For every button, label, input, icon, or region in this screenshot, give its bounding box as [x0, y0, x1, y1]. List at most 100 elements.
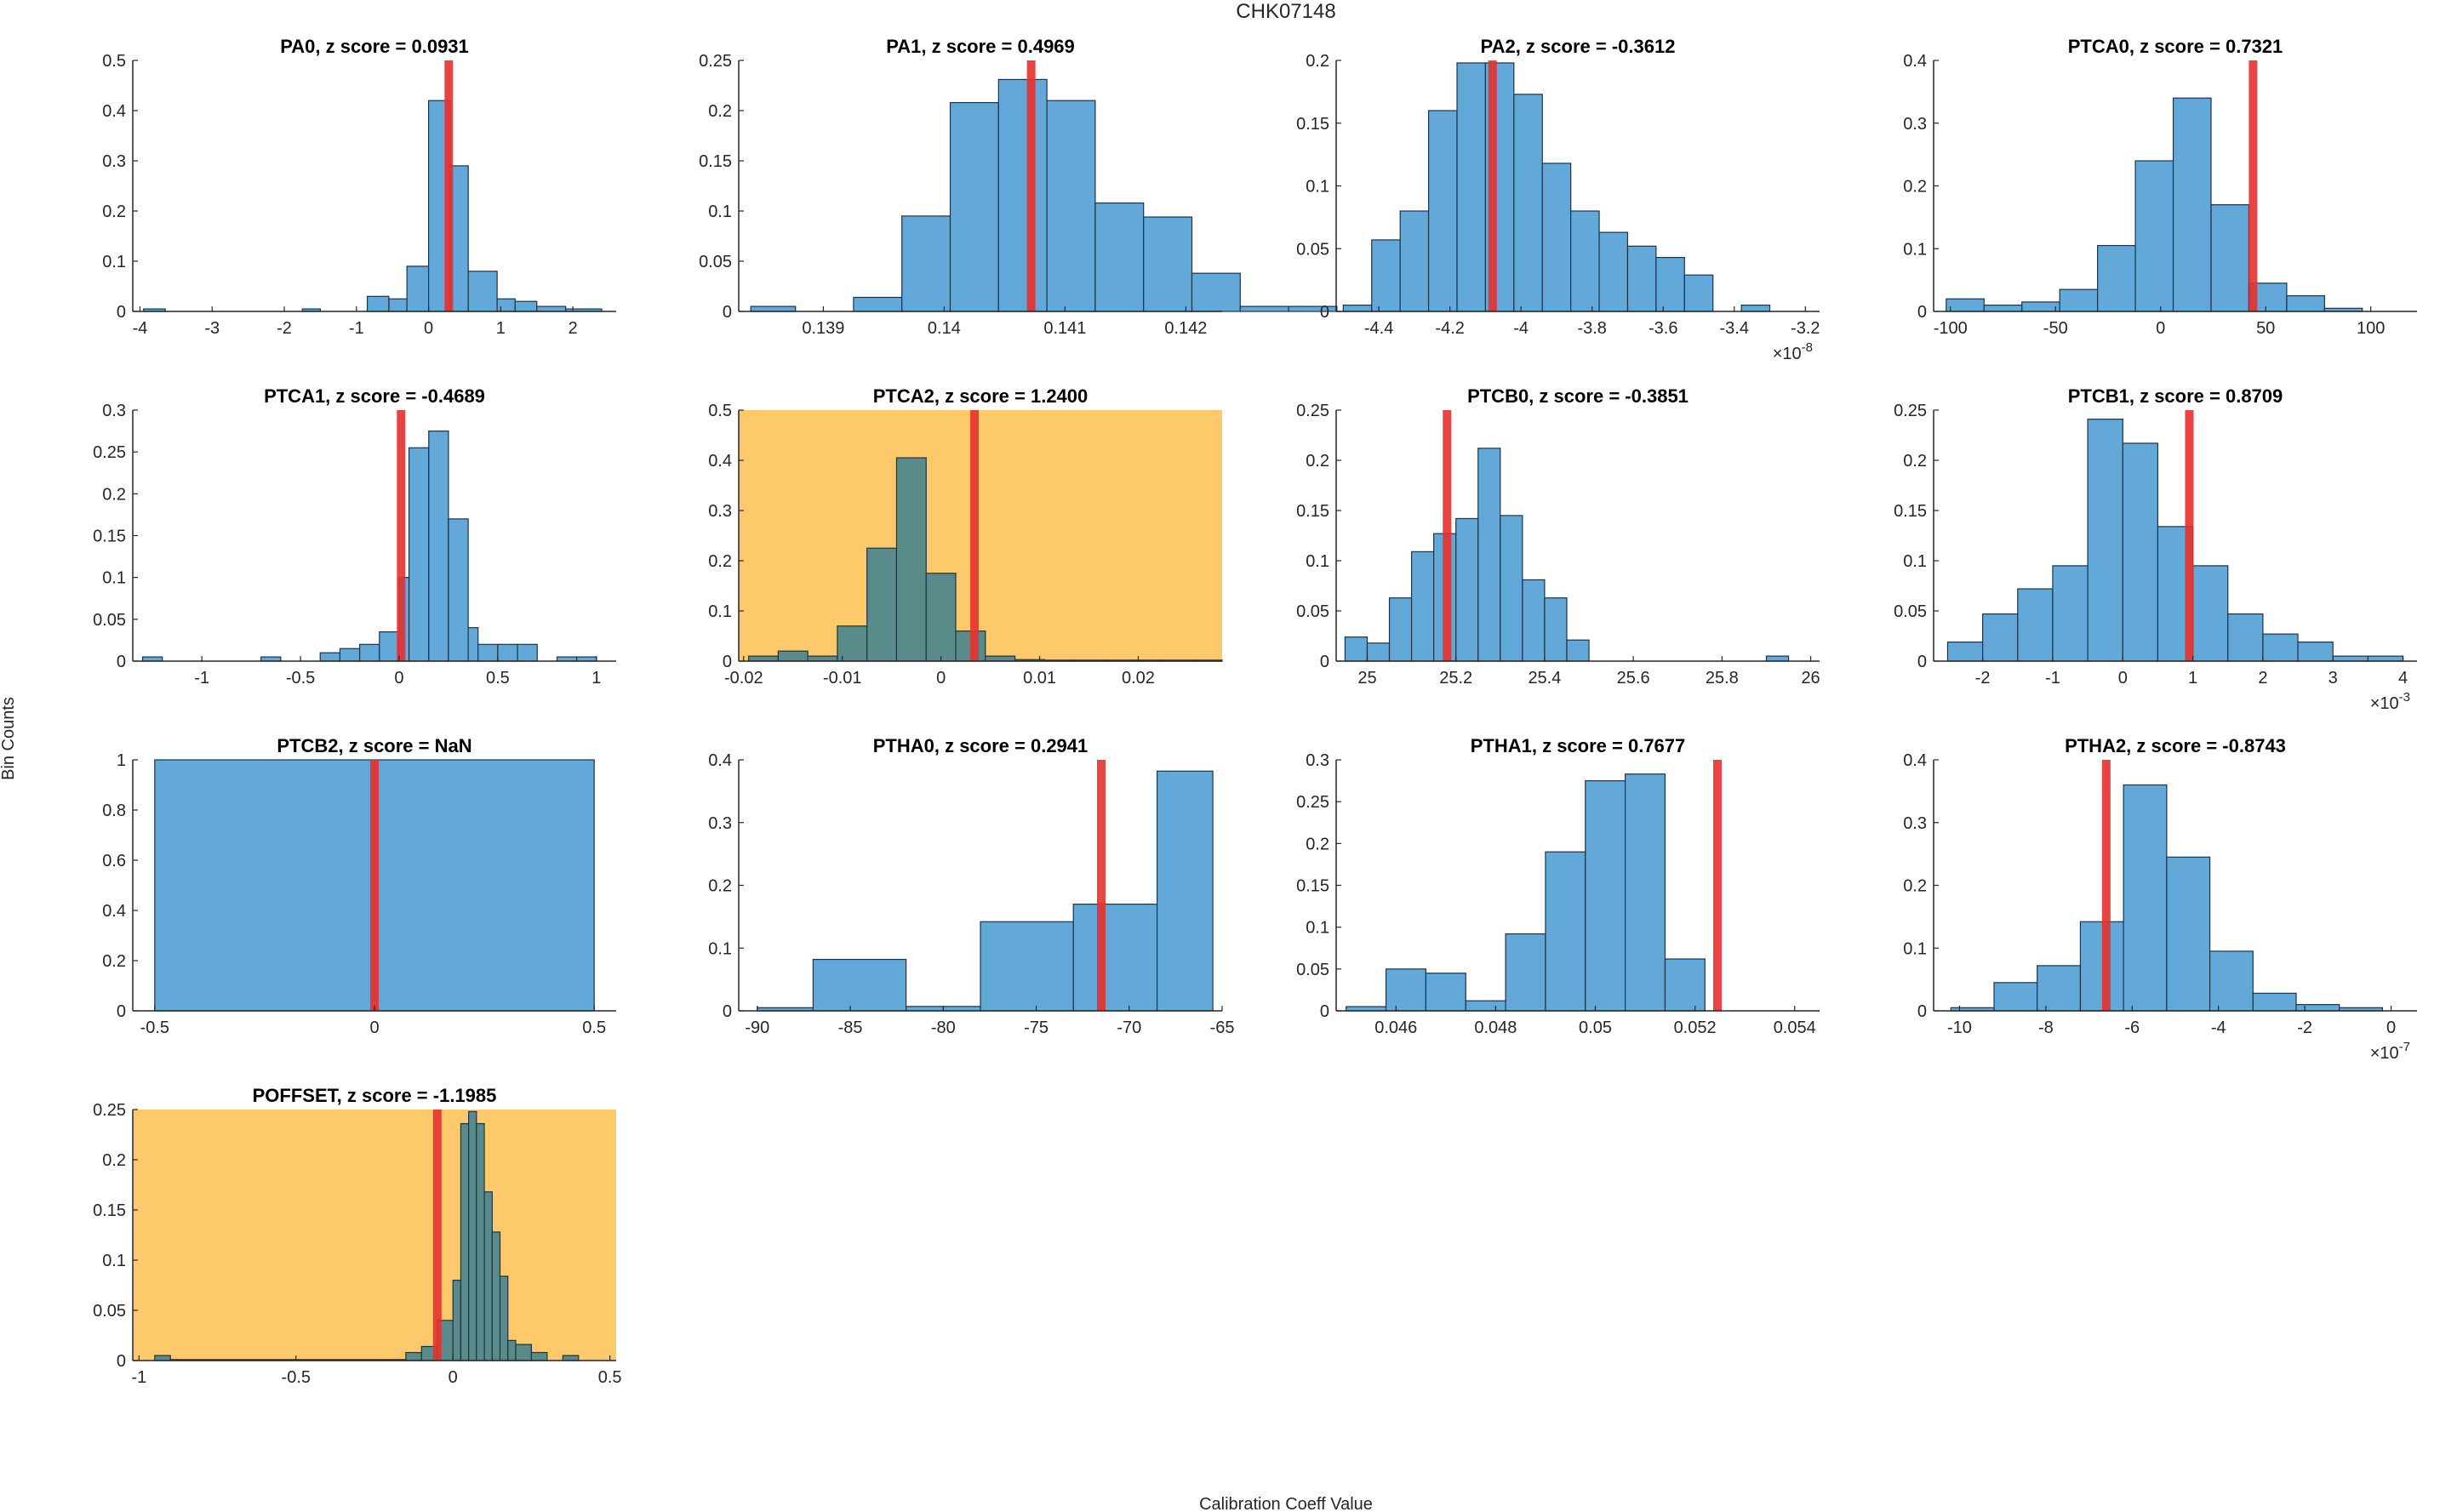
histogram-bar: [2252, 992, 2297, 1012]
x-tick-label: -8: [2038, 1018, 2054, 1037]
sensor-value-marker: [1097, 760, 1106, 1011]
histogram-bar: [1143, 216, 1193, 312]
histogram-bar: [777, 650, 809, 662]
histogram-bar: [997, 78, 1048, 312]
y-tick-label: 0.2: [102, 1151, 126, 1170]
y-tick-label: 0.15: [93, 528, 126, 546]
histogram-bar: [448, 518, 469, 662]
x-tick-label: 0: [449, 1368, 458, 1387]
sensor-value-marker: [370, 760, 379, 1011]
x-tick-label: 4: [2398, 669, 2408, 688]
x-tick-label: 26: [1801, 669, 1820, 688]
histogram-bar: [2097, 244, 2136, 312]
subplot: 0.139 0.14 0.141 0.142 0 0.05 0.1 0.15 0.2 0.25 PA…: [699, 36, 1338, 338]
sensor-value-marker: [397, 410, 406, 661]
x-tick-label: -2: [1975, 669, 1991, 688]
histogram-bar: [1371, 239, 1401, 312]
y-tick-label: 0: [1917, 653, 1927, 671]
x-tick-label: 0: [424, 319, 433, 338]
x-tick-label: 0.14: [928, 319, 961, 338]
y-tick-label: 0: [723, 653, 732, 671]
y-tick-label: 0.2: [1306, 452, 1329, 471]
histogram-bar: [2286, 294, 2325, 312]
y-tick-label: 0.2: [1306, 835, 1329, 853]
subplot-title: POFFSET, z score = -1.1985: [253, 1085, 497, 1106]
sensor-value-marker: [1026, 60, 1036, 311]
x-tick-label: -3.2: [1791, 319, 1820, 338]
y-tick-label: 0: [1320, 303, 1329, 322]
histogram-bar: [1522, 579, 1546, 662]
exponent-value: -8: [1802, 340, 1813, 355]
histogram-bar: [2166, 856, 2211, 1012]
histogram-bar: [406, 265, 430, 312]
histogram-bar: [468, 1110, 477, 1361]
histogram-bar: [2227, 613, 2264, 662]
histogram-bar: [1342, 305, 1373, 312]
x-tick-label: 0.139: [802, 319, 844, 338]
y-tick-label: 0.25: [93, 443, 126, 462]
histogram-bar: [1366, 642, 1391, 662]
y-tick-label: 0.15: [93, 1201, 126, 1220]
y-tick-label: 0.3: [708, 502, 732, 521]
y-tick-label: 0: [117, 1002, 126, 1021]
x-tick-label: -1: [349, 319, 364, 338]
x-tick-label: -4.4: [1364, 319, 1393, 338]
y-tick-label: 0: [1320, 653, 1329, 671]
histogram-bar: [499, 1275, 509, 1361]
x-tick-label: 0: [936, 669, 946, 688]
y-tick-label: 0: [723, 303, 732, 322]
y-tick-label: 0.05: [1894, 602, 1927, 621]
histogram-bar: [1946, 298, 1985, 312]
y-tick-label: 0.1: [1306, 919, 1329, 938]
y-tick-label: 0.05: [1296, 240, 1329, 259]
histogram-bar: [866, 547, 898, 662]
y-tick-label: 0.1: [708, 939, 732, 958]
histogram-bar: [1455, 517, 1479, 662]
x-tick-label: 0.052: [1674, 1018, 1717, 1037]
histogram-bar: [476, 1122, 485, 1361]
histogram-bar: [949, 101, 999, 312]
y-tick-label: 0.15: [1296, 877, 1329, 896]
x-tick-label: 100: [2357, 319, 2385, 338]
histogram-bar: [1239, 305, 1289, 312]
x-tick-label: -75: [1024, 1018, 1049, 1037]
histogram-bar: [2210, 204, 2250, 312]
y-tick-label: 1: [117, 751, 126, 770]
x-tick-label: -100: [1934, 319, 1968, 338]
histogram-bar: [408, 447, 430, 662]
y-tick-label: 0: [1917, 1002, 1927, 1021]
histogram-bar: [1456, 62, 1487, 312]
histogram-bar: [2087, 419, 2123, 662]
histogram-bar: [2332, 655, 2369, 662]
x-tick-label: -70: [1117, 1018, 1141, 1037]
histogram-bar: [853, 296, 903, 312]
y-tick-label: 0.25: [699, 52, 732, 71]
histogram-bar: [530, 1351, 548, 1361]
y-tick-label: 0.3: [1306, 751, 1329, 770]
histogram-bar: [2037, 965, 2082, 1012]
histogram-bar: [1765, 655, 1790, 662]
x-tick-label: -2: [277, 319, 292, 338]
histogram-bar: [1545, 851, 1586, 1012]
histogram-bar: [2209, 950, 2254, 1012]
subplot: -0.02 -0.01 0 0.01 0.02 0 0.1 0.2 0.3 0.4 0.5 PTCA2…: [708, 385, 1223, 688]
x-tick-label: -2: [2297, 1018, 2312, 1037]
histogram-bar: [1566, 639, 1590, 662]
y-tick-label: 0.05: [699, 253, 732, 271]
histogram-bar: [1425, 973, 1466, 1012]
y-tick-label: 0.3: [708, 814, 732, 833]
histogram-bar: [319, 652, 341, 662]
histogram-bar: [1513, 94, 1543, 312]
x-tick-label: -1: [2045, 669, 2060, 688]
histogram-bar: [812, 958, 907, 1012]
histogram-bar: [807, 655, 838, 662]
histogram-bar: [747, 655, 779, 662]
histogram-bar: [1477, 448, 1501, 662]
histogram-bar: [1427, 110, 1458, 312]
histogram-bar: [2297, 641, 2334, 662]
subplot-title: PTCA0, z score = 0.7321: [2068, 36, 2283, 57]
histogram-bar: [2079, 921, 2124, 1012]
y-tick-label: 0.4: [102, 102, 126, 121]
x-tick-label: -3.8: [1577, 319, 1606, 338]
histogram-bar: [1410, 551, 1435, 662]
